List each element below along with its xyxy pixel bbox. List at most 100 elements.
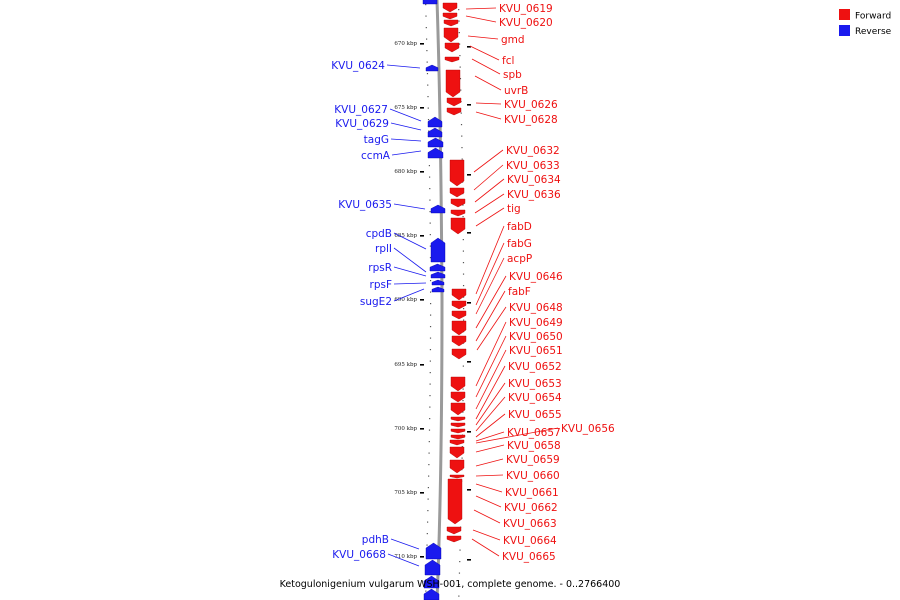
forward-gene-arrow[interactable]	[451, 300, 467, 310]
forward-gene-arrow[interactable]	[451, 348, 467, 360]
forward-gene-arrow[interactable]	[450, 428, 466, 434]
gene-label-spb[interactable]: spb	[503, 69, 522, 81]
reverse-gene-arrow[interactable]	[430, 204, 446, 214]
forward-gene-arrow[interactable]	[446, 535, 462, 543]
forward-gene-arrow[interactable]	[442, 12, 458, 20]
gene-label-fabd[interactable]: fabD	[507, 221, 532, 233]
gene-label-kvu-0653[interactable]: KVU_0653	[508, 378, 562, 390]
gene-label-kvu-0632[interactable]: KVU_0632	[506, 145, 560, 157]
reverse-gene-arrow[interactable]	[422, 0, 438, 5]
reverse-gene-arrow[interactable]	[430, 271, 446, 279]
reverse-gene-arrow[interactable]	[431, 279, 445, 286]
gene-label-rpsf[interactable]: rpsF	[370, 279, 393, 291]
gene-label-kvu-0662[interactable]: KVU_0662	[504, 502, 558, 514]
gene-label-fabg[interactable]: fabG	[507, 238, 532, 250]
gene-label-kvu-0627[interactable]: KVU_0627	[334, 104, 388, 116]
gene-label-kvu-0661[interactable]: KVU_0661	[505, 487, 559, 499]
gene-label-rpsr[interactable]: rpsR	[368, 262, 392, 274]
forward-gene-arrow[interactable]	[444, 42, 460, 53]
reverse-gene-arrow[interactable]	[427, 116, 443, 128]
forward-gene-arrow[interactable]	[450, 402, 466, 416]
forward-gene-arrow[interactable]	[443, 19, 459, 27]
forward-gene-arrow[interactable]	[450, 209, 466, 217]
gene-label-kvu-0664[interactable]: KVU_0664	[503, 535, 557, 547]
gene-label-kvu-0619[interactable]: KVU_0619	[499, 3, 553, 15]
gene-label-kvu-0626[interactable]: KVU_0626	[504, 99, 558, 111]
reverse-gene-arrow[interactable]	[429, 263, 446, 272]
gene-label-cpdb[interactable]: cpdB	[366, 228, 392, 240]
forward-gene-arrow[interactable]	[451, 288, 467, 301]
gene-label-kvu-0628[interactable]: KVU_0628	[504, 114, 558, 126]
gene-label-tig[interactable]: tig	[507, 203, 521, 215]
forward-gene-arrow[interactable]	[446, 526, 462, 535]
gene-label-fcl[interactable]: fcl	[502, 55, 514, 67]
forward-gene-arrow[interactable]	[449, 439, 465, 446]
gene-label-kvu-0629[interactable]: KVU_0629	[335, 118, 389, 130]
forward-gene-arrow[interactable]	[451, 320, 467, 336]
forward-gene-arrow[interactable]	[443, 27, 459, 43]
reverse-gene-arrow[interactable]	[423, 575, 440, 589]
gene-label-kvu-0652[interactable]: KVU_0652	[508, 361, 562, 373]
forward-gene-arrow[interactable]	[450, 198, 466, 208]
gene-label-kvu-0651[interactable]: KVU_0651	[509, 345, 563, 357]
gene-label-kvu-0620[interactable]: KVU_0620	[499, 17, 553, 29]
gene-label-tagg[interactable]: tagG	[364, 134, 389, 146]
reverse-gene-arrow[interactable]	[427, 147, 444, 159]
gene-label-gmd[interactable]: gmd	[501, 34, 525, 46]
gene-label-kvu-0648[interactable]: KVU_0648	[509, 302, 563, 314]
gene-label-kvu-0660[interactable]: KVU_0660	[506, 470, 560, 482]
gene-label-kvu-0636[interactable]: KVU_0636	[507, 189, 561, 201]
gene-label-kvu-0633[interactable]: KVU_0633	[506, 160, 560, 172]
gene-label-kvu-0649[interactable]: KVU_0649	[509, 317, 563, 329]
gene-label-kvu-0668[interactable]: KVU_0668	[332, 549, 386, 561]
forward-gene-arrow[interactable]	[449, 187, 465, 198]
forward-gene-arrow[interactable]	[444, 56, 460, 63]
gene-label-uvrb[interactable]: uvrB	[504, 85, 528, 97]
gene-label-kvu-0659[interactable]: KVU_0659	[506, 454, 560, 466]
gene-label-acpp[interactable]: acpP	[507, 253, 532, 265]
forward-gene-arrow[interactable]	[451, 310, 467, 320]
forward-gene-arrow[interactable]	[450, 434, 466, 440]
gene-label-kvu-0665[interactable]: KVU_0665	[502, 551, 556, 563]
forward-gene-arrow[interactable]	[450, 391, 466, 403]
gene-label-kvu-0658[interactable]: KVU_0658	[507, 440, 561, 452]
forward-gene-arrow[interactable]	[450, 416, 466, 422]
reverse-gene-arrow[interactable]	[427, 137, 444, 148]
reverse-gene-arrow[interactable]	[423, 588, 440, 600]
gene-label-kvu-0624[interactable]: KVU_0624	[331, 60, 385, 72]
gene-label-kvu-0650[interactable]: KVU_0650	[509, 331, 563, 343]
gene-label-suge2[interactable]: sugE2	[360, 296, 392, 308]
gene-label-kvu-0657[interactable]: KVU_0657	[507, 427, 561, 439]
gene-label-kvu-0656[interactable]: KVU_0656	[561, 423, 615, 435]
gene-label-fabf[interactable]: fabF	[508, 286, 531, 298]
forward-gene-arrow[interactable]	[447, 478, 463, 525]
gene-label-kvu-0635[interactable]: KVU_0635	[338, 199, 392, 211]
gene-label-kvu-0654[interactable]: KVU_0654	[508, 392, 562, 404]
forward-gene-arrow[interactable]	[449, 159, 465, 187]
forward-gene-arrow[interactable]	[450, 376, 466, 392]
gene-label-ccma[interactable]: ccmA	[361, 150, 391, 162]
gene-label-kvu-0646[interactable]: KVU_0646	[509, 271, 563, 283]
gene-label-kvu-0655[interactable]: KVU_0655	[508, 409, 562, 421]
forward-gene-arrow[interactable]	[442, 2, 458, 13]
forward-gene-arrow[interactable]	[450, 217, 466, 235]
forward-gene-arrow[interactable]	[451, 335, 467, 347]
forward-gene-arrow[interactable]	[450, 422, 466, 428]
forward-gene-arrow[interactable]	[446, 97, 462, 107]
tick-marks-left	[425, 4, 432, 592]
forward-gene-arrow[interactable]	[449, 474, 465, 479]
reverse-gene-arrow[interactable]	[424, 559, 441, 576]
gene-label-kvu-0634[interactable]: KVU_0634	[507, 174, 561, 186]
gene-label-kvu-0663[interactable]: KVU_0663	[503, 518, 557, 530]
reverse-gene-arrow[interactable]	[427, 127, 443, 138]
reverse-gene-arrow[interactable]	[425, 542, 442, 560]
reverse-gene-arrow[interactable]	[430, 237, 446, 263]
reverse-gene-arrow[interactable]	[425, 64, 439, 72]
gene-label-pdhb[interactable]: pdhB	[362, 534, 389, 546]
forward-gene-arrow[interactable]	[449, 446, 465, 459]
forward-gene-arrow[interactable]	[446, 107, 462, 116]
forward-gene-arrow[interactable]	[445, 69, 461, 98]
reverse-gene-arrow[interactable]	[431, 286, 445, 293]
forward-gene-arrow[interactable]	[449, 459, 465, 474]
gene-label-rpli[interactable]: rplI	[375, 243, 392, 255]
